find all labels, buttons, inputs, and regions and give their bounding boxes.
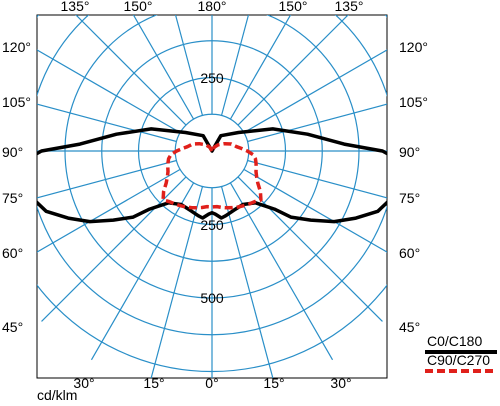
grid-spoke bbox=[37, 103, 177, 143]
legend-label-c90-c270: C90/C270 bbox=[427, 352, 490, 368]
tick-label-right: 90° bbox=[399, 144, 420, 160]
tick-label-bottom: 0° bbox=[205, 375, 218, 391]
grid-spoke bbox=[75, 15, 187, 126]
grid-spoke bbox=[41, 176, 187, 322]
tick-label-bottom: 30° bbox=[73, 375, 94, 391]
grid-spoke bbox=[247, 159, 387, 199]
legend: C0/C180 C90/C270 bbox=[425, 333, 497, 373]
grid-spoke bbox=[37, 49, 181, 134]
tick-label-top: 135° bbox=[61, 0, 90, 14]
tick-label-right: 105° bbox=[399, 94, 428, 110]
series-layer bbox=[37, 127, 387, 224]
polar-grid bbox=[37, 15, 387, 378]
tick-label-left: 60° bbox=[2, 245, 23, 261]
series-c90-c270-curve bbox=[161, 141, 263, 210]
tick-label-left: 75° bbox=[2, 190, 23, 206]
grid-spoke bbox=[220, 15, 250, 116]
grid-spoke bbox=[237, 15, 349, 126]
grid-spoke bbox=[37, 159, 177, 199]
grid-spoke bbox=[229, 182, 334, 361]
tick-label-bottom: 15° bbox=[143, 375, 164, 391]
tick-label-left: 120° bbox=[2, 39, 31, 55]
grid-spoke bbox=[150, 186, 204, 378]
radial-label-500: 500 bbox=[200, 290, 224, 306]
radial-label-250-top: 250 bbox=[200, 70, 224, 86]
tick-label-bottom: 30° bbox=[330, 375, 351, 391]
grid-spoke bbox=[229, 15, 292, 120]
tick-label-left: 105° bbox=[2, 94, 31, 110]
series-c0-c180-curve bbox=[37, 127, 387, 224]
tick-label-top: 150° bbox=[124, 0, 153, 14]
tick-label-right: 120° bbox=[399, 39, 428, 55]
radial-label-250-bottom: 250 bbox=[200, 217, 224, 233]
tick-label-left: 45° bbox=[2, 319, 23, 335]
tick-label-right: 60° bbox=[399, 245, 420, 261]
grid-spoke bbox=[174, 15, 204, 116]
tick-label-bottom: 15° bbox=[263, 375, 284, 391]
legend-label-c0-c180: C0/C180 bbox=[427, 333, 482, 349]
grid-spoke bbox=[90, 182, 195, 361]
tick-label-top: 150° bbox=[279, 0, 308, 14]
tick-label-right: 75° bbox=[399, 190, 420, 206]
grid-spoke bbox=[220, 186, 274, 378]
tick-label-top: 180° bbox=[198, 0, 227, 14]
grid-spoke bbox=[132, 15, 195, 120]
tick-label-right: 45° bbox=[399, 319, 420, 335]
grid-spoke bbox=[243, 49, 387, 134]
grid-spoke bbox=[247, 103, 387, 143]
tick-label-top: 135° bbox=[335, 0, 364, 14]
unit-label: cd/klm bbox=[37, 387, 77, 403]
tick-label-left: 90° bbox=[2, 144, 23, 160]
tick-labels: 135° 150° 180° 150° 135° 120° 105° 90° 75° 60° 45°… bbox=[2, 0, 428, 391]
